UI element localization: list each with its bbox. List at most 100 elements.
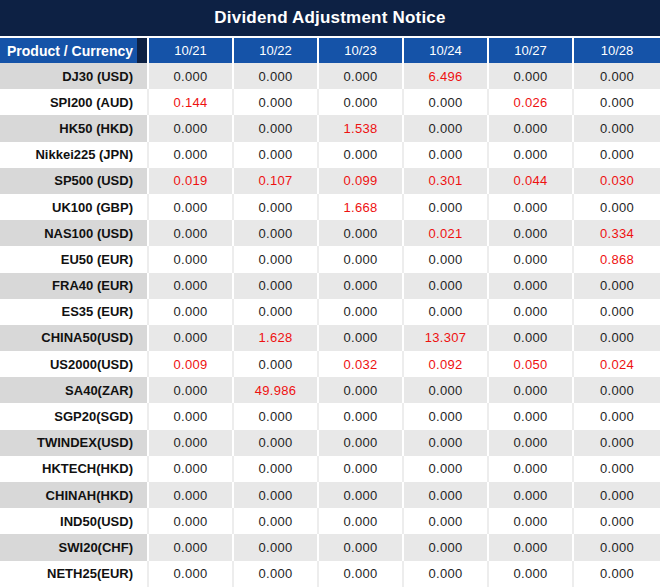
product-cell: TWINDEX(USD) xyxy=(0,430,149,456)
value-cell: 0.099 xyxy=(319,168,404,194)
value-cell: 0.000 xyxy=(234,273,319,299)
value-cell: 0.000 xyxy=(234,508,319,534)
value-cell: 0.000 xyxy=(574,482,660,508)
table-row: ES35 (EUR)0.0000.0000.0000.0000.0000.000 xyxy=(0,299,660,325)
product-cell: SA40(ZAR) xyxy=(0,377,149,403)
value-cell: 0.000 xyxy=(149,403,234,429)
table-row: SA40(ZAR)0.00049.9860.0000.0000.0000.000 xyxy=(0,377,660,403)
value-cell: 0.050 xyxy=(489,351,574,377)
table-header-row: Product / Currency 10/21 10/22 10/23 10/… xyxy=(0,38,660,63)
value-cell: 0.000 xyxy=(574,273,660,299)
value-cell: 1.668 xyxy=(319,194,404,220)
table-row: CHINA50(USD)0.0001.6280.00013.3070.0000.… xyxy=(0,325,660,351)
value-cell: 0.000 xyxy=(149,246,234,272)
value-cell: 0.000 xyxy=(574,299,660,325)
value-cell: 0.000 xyxy=(149,377,234,403)
value-cell: 0.009 xyxy=(149,351,234,377)
product-cell: CHINA50(USD) xyxy=(0,325,149,351)
table-row: SGP20(SGD)0.0000.0000.0000.0000.0000.000 xyxy=(0,403,660,429)
product-cell: DJ30 (USD) xyxy=(0,63,149,89)
value-cell: 0.000 xyxy=(149,63,234,89)
value-cell: 0.000 xyxy=(404,430,489,456)
value-cell: 0.000 xyxy=(234,456,319,482)
value-cell: 0.000 xyxy=(404,115,489,141)
table-row: US2000(USD)0.0090.0000.0320.0920.0500.02… xyxy=(0,351,660,377)
table-row: CHINAH(HKD)0.0000.0000.0000.0000.0000.00… xyxy=(0,482,660,508)
value-cell: 0.000 xyxy=(489,194,574,220)
value-cell: 0.000 xyxy=(319,89,404,115)
value-cell: 0.000 xyxy=(319,273,404,299)
product-cell: CHINAH(HKD) xyxy=(0,482,149,508)
value-cell: 0.000 xyxy=(404,482,489,508)
value-cell: 0.000 xyxy=(489,430,574,456)
value-cell: 0.000 xyxy=(149,194,234,220)
value-cell: 0.000 xyxy=(319,456,404,482)
product-cell: SWI20(CHF) xyxy=(0,534,149,560)
value-cell: 0.000 xyxy=(149,220,234,246)
value-cell: 0.000 xyxy=(149,482,234,508)
value-cell: 0.000 xyxy=(489,561,574,587)
value-cell: 0.000 xyxy=(319,246,404,272)
product-cell: HK50 (HKD) xyxy=(0,115,149,141)
value-cell: 0.030 xyxy=(574,168,660,194)
product-cell: SGP20(SGD) xyxy=(0,403,149,429)
value-cell: 0.000 xyxy=(404,534,489,560)
value-cell: 0.000 xyxy=(404,142,489,168)
value-cell: 0.000 xyxy=(149,115,234,141)
value-cell: 0.000 xyxy=(489,534,574,560)
value-cell: 0.000 xyxy=(489,377,574,403)
value-cell: 0.000 xyxy=(319,508,404,534)
value-cell: 0.024 xyxy=(574,351,660,377)
dividend-table: Product / Currency 10/21 10/22 10/23 10/… xyxy=(0,38,660,587)
value-cell: 0.000 xyxy=(319,403,404,429)
value-cell: 0.000 xyxy=(234,482,319,508)
value-cell: 0.000 xyxy=(149,299,234,325)
value-cell: 0.000 xyxy=(574,534,660,560)
product-cell: NAS100 (USD) xyxy=(0,220,149,246)
column-header-date-5: 10/27 xyxy=(489,38,574,63)
table-row: SWI20(CHF)0.0000.0000.0000.0000.0000.000 xyxy=(0,534,660,560)
value-cell: 0.000 xyxy=(489,403,574,429)
value-cell: 0.032 xyxy=(319,351,404,377)
value-cell: 0.000 xyxy=(234,299,319,325)
value-cell: 0.000 xyxy=(574,377,660,403)
value-cell: 0.000 xyxy=(489,325,574,351)
value-cell: 0.019 xyxy=(149,168,234,194)
value-cell: 0.301 xyxy=(404,168,489,194)
product-cell: UK100 (GBP) xyxy=(0,194,149,220)
column-header-product-currency: Product / Currency xyxy=(0,38,149,63)
value-cell: 0.000 xyxy=(489,273,574,299)
value-cell: 0.000 xyxy=(489,299,574,325)
value-cell: 0.000 xyxy=(489,63,574,89)
value-cell: 0.000 xyxy=(319,482,404,508)
value-cell: 0.000 xyxy=(574,508,660,534)
value-cell: 0.000 xyxy=(319,377,404,403)
value-cell: 6.496 xyxy=(404,63,489,89)
column-header-date-4: 10/24 xyxy=(404,38,489,63)
value-cell: 0.000 xyxy=(319,63,404,89)
value-cell: 0.000 xyxy=(234,246,319,272)
value-cell: 1.628 xyxy=(234,325,319,351)
product-cell: US2000(USD) xyxy=(0,351,149,377)
value-cell: 0.868 xyxy=(574,246,660,272)
column-header-date-1: 10/21 xyxy=(149,38,234,63)
value-cell: 0.000 xyxy=(489,246,574,272)
value-cell: 0.000 xyxy=(234,89,319,115)
value-cell: 0.000 xyxy=(319,220,404,246)
column-header-date-2: 10/22 xyxy=(234,38,319,63)
product-cell: FRA40 (EUR) xyxy=(0,273,149,299)
value-cell: 0.000 xyxy=(574,430,660,456)
value-cell: 0.000 xyxy=(234,194,319,220)
value-cell: 0.000 xyxy=(234,430,319,456)
value-cell: 0.000 xyxy=(234,534,319,560)
value-cell: 0.000 xyxy=(319,325,404,351)
table-row: HK50 (HKD)0.0000.0001.5380.0000.0000.000 xyxy=(0,115,660,141)
table-row: SP500 (USD)0.0190.1070.0990.3010.0440.03… xyxy=(0,168,660,194)
value-cell: 0.000 xyxy=(234,403,319,429)
value-cell: 13.307 xyxy=(404,325,489,351)
value-cell: 0.000 xyxy=(489,220,574,246)
value-cell: 0.000 xyxy=(319,299,404,325)
product-cell: SPI200 (AUD) xyxy=(0,89,149,115)
table-row: NETH25(EUR)0.0000.0000.0000.0000.0000.00… xyxy=(0,561,660,587)
value-cell: 0.000 xyxy=(319,142,404,168)
